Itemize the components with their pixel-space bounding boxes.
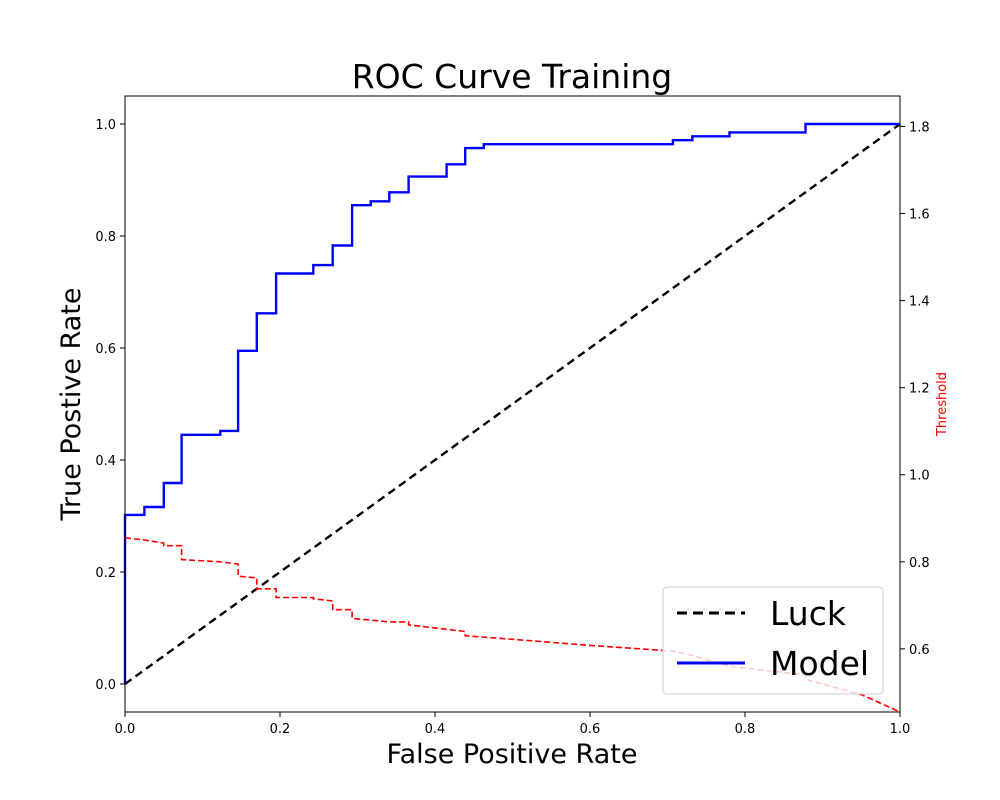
y2-tick-label: 1.8 bbox=[909, 120, 930, 135]
x-tick-label: 0.0 bbox=[115, 722, 136, 737]
x-axis-ticks: 0.0 0.2 0.4 0.6 0.8 1.0 bbox=[115, 712, 911, 737]
chart-title: ROC Curve Training bbox=[352, 57, 673, 96]
y-tick-label: 0.4 bbox=[95, 454, 116, 469]
x-axis-label: False Positive Rate bbox=[387, 739, 638, 770]
y-axis-label: True Postive Rate bbox=[56, 287, 87, 521]
x-tick-label: 0.6 bbox=[580, 722, 601, 737]
x-tick-label: 1.0 bbox=[890, 722, 911, 737]
y2-tick-label: 1.6 bbox=[909, 208, 930, 223]
model-series-line bbox=[123, 122, 900, 684]
y-tick-label: 1.0 bbox=[95, 118, 116, 133]
y2-tick-label: 0.6 bbox=[909, 643, 930, 658]
y2-tick-label: 0.8 bbox=[909, 556, 930, 571]
y2-tick-label: 1.2 bbox=[909, 382, 930, 397]
y-tick-label: 0.6 bbox=[95, 342, 116, 357]
y2-tick-label: 1.4 bbox=[909, 295, 930, 310]
legend-luck-label: Luck bbox=[770, 594, 847, 633]
y2-axis-label: Threshold bbox=[935, 372, 950, 437]
y-tick-label: 0.8 bbox=[95, 230, 116, 245]
luck-series-line bbox=[124, 123, 901, 685]
plot-frame bbox=[124, 95, 901, 713]
y2-tick-label: 1.0 bbox=[909, 469, 930, 484]
legend: Luck Model bbox=[662, 586, 884, 695]
y2-axis-ticks: 0.6 0.8 1.0 1.2 1.4 1.6 1.8 bbox=[900, 120, 930, 658]
x-tick-label: 0.2 bbox=[270, 722, 291, 737]
legend-model-label: Model bbox=[770, 644, 869, 683]
y-tick-label: 0.2 bbox=[95, 566, 116, 581]
x-tick-label: 0.4 bbox=[425, 722, 446, 737]
y-axis-ticks: 0.0 0.2 0.4 0.6 0.8 1.0 bbox=[95, 118, 125, 693]
y-tick-label: 0.0 bbox=[95, 678, 116, 693]
x-tick-label: 0.8 bbox=[735, 722, 756, 737]
